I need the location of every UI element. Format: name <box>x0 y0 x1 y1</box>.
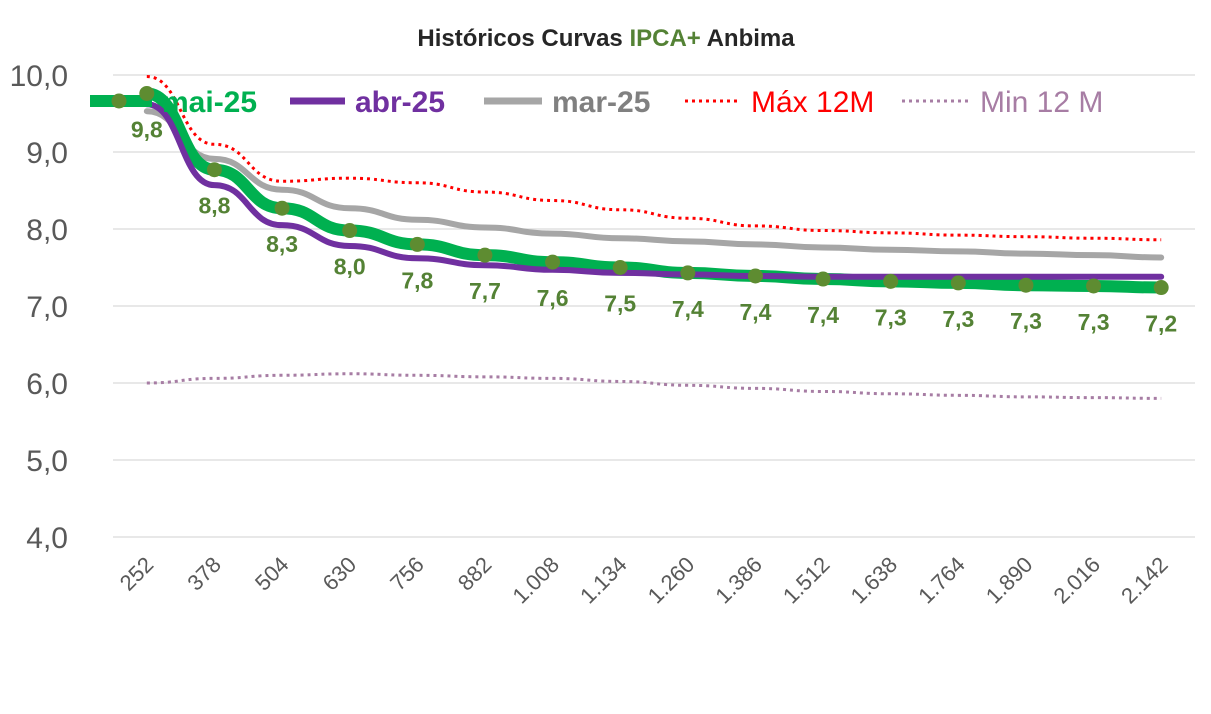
series-lines <box>140 75 1168 400</box>
data-point-marker <box>1018 277 1034 293</box>
data-labels: 9,8 8,8 8,3 8,0 7,8 7,7 7,6 7,5 7,4 7,4 7,4 7,3 7,3 7… <box>131 116 1177 336</box>
y-tick-label: 6,0 <box>26 368 68 401</box>
series-line-m-x-12m <box>146 75 1162 242</box>
data-point-marker <box>1153 280 1169 296</box>
y-tick-label: 9,0 <box>26 137 68 170</box>
data-point-marker <box>139 85 155 101</box>
gridlines <box>113 74 1195 538</box>
legend-label: mar-25 <box>552 86 650 119</box>
series-line-abr-25 <box>143 101 1165 280</box>
x-tick-label: 1.638 <box>846 552 903 609</box>
x-tick-label: 1.008 <box>507 552 564 609</box>
data-point-marker <box>950 275 966 291</box>
x-tick-label: 1.890 <box>981 552 1038 609</box>
x-axis-ticks: 252 378 504 630 756 882 1.008 1.134 1.260 1.386 1.… <box>115 552 1173 609</box>
data-label: 7,4 <box>739 299 771 325</box>
series-line-min-12-m <box>146 372 1162 400</box>
y-tick-label: 4,0 <box>26 522 68 555</box>
x-tick-label: 252 <box>115 552 159 596</box>
x-tick-label: 504 <box>250 552 294 596</box>
data-point-marker <box>883 273 899 289</box>
data-point-marker <box>409 236 425 252</box>
legend-label: abr-25 <box>355 86 445 119</box>
data-point-marker <box>274 200 290 216</box>
data-label: 8,8 <box>198 193 230 219</box>
data-label: 9,8 <box>131 116 163 142</box>
series-line-mar-25 <box>143 108 1165 261</box>
y-tick-label: 8,0 <box>26 214 68 247</box>
data-point-marker <box>680 265 696 281</box>
legend-marker <box>111 93 127 109</box>
x-tick-label: 1.764 <box>913 552 970 609</box>
x-tick-label: 1.512 <box>778 552 835 609</box>
x-tick-label: 378 <box>182 552 226 596</box>
data-point-marker <box>747 268 763 284</box>
x-tick-label: 2.142 <box>1116 552 1173 609</box>
x-tick-label: 1.134 <box>575 552 632 609</box>
x-tick-label: 2.016 <box>1048 552 1105 609</box>
data-label: 8,3 <box>266 231 298 257</box>
y-axis-ticks: 4,0 5,0 6,0 7,0 8,0 9,0 10,0 <box>10 60 68 555</box>
x-tick-label: 1.386 <box>710 552 767 609</box>
legend-label: Min 12 M <box>980 86 1103 119</box>
data-label: 7,2 <box>1145 311 1177 337</box>
data-label: 7,4 <box>807 302 839 328</box>
data-label: 8,0 <box>334 254 366 280</box>
legend: mai-25 abr-25 mar-25 Máx 12M Min 12 M <box>90 86 1103 119</box>
y-tick-label: 5,0 <box>26 445 68 478</box>
data-point-marker <box>815 271 831 287</box>
data-label: 7,3 <box>875 304 907 330</box>
data-point-marker <box>545 254 561 270</box>
y-tick-label: 7,0 <box>26 291 68 324</box>
chart-title-part: Históricos Curvas <box>417 25 629 52</box>
chart-title-part: Anbima <box>701 25 795 52</box>
y-tick-label: 10,0 <box>10 60 68 93</box>
x-tick-label: 756 <box>385 552 429 596</box>
data-label: 7,3 <box>942 306 974 332</box>
data-label: 7,8 <box>401 267 433 293</box>
data-label: 7,3 <box>1078 309 1110 335</box>
data-label: 7,4 <box>672 296 704 322</box>
data-point-marker <box>612 260 628 275</box>
data-label: 7,3 <box>1010 308 1042 334</box>
x-tick-label: 882 <box>453 552 497 596</box>
series-markers <box>111 85 1169 296</box>
data-label: 7,7 <box>469 278 501 304</box>
x-tick-label: 630 <box>318 552 362 596</box>
data-label: 7,5 <box>604 291 636 317</box>
legend-label: mai-25 <box>162 86 257 119</box>
data-label: 7,6 <box>537 285 569 311</box>
data-point-marker <box>342 223 358 239</box>
x-tick-label: 1.260 <box>643 552 700 609</box>
data-point-marker <box>1086 278 1102 294</box>
chart-title-part: IPCA+ <box>629 25 700 52</box>
data-point-marker <box>477 247 493 263</box>
chart-title: Históricos Curvas IPCA+ Anbima <box>417 25 795 52</box>
data-point-marker <box>206 162 222 178</box>
legend-label: Máx 12M <box>751 86 874 119</box>
